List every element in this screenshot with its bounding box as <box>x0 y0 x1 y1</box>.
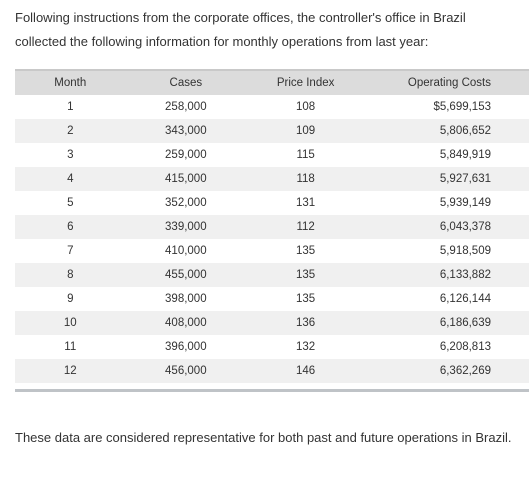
cell-price-index: 136 <box>246 311 366 335</box>
cell-cases: 410,000 <box>125 239 247 263</box>
table-top-border <box>15 69 529 71</box>
cell-cases: 259,000 <box>125 143 247 167</box>
cell-price-index: 131 <box>246 191 366 215</box>
cell-month: 8 <box>15 263 126 287</box>
cell-month: 12 <box>15 359 126 383</box>
operations-table: Month Cases Price Index Operating Costs … <box>15 71 529 393</box>
cell-price-index: 115 <box>246 143 366 167</box>
cell-price-index: 118 <box>246 167 366 191</box>
cell-month: 1 <box>15 95 126 119</box>
table-row: 1 258,000 108 $5,699,153 <box>15 95 529 119</box>
cell-cases: 455,000 <box>125 263 247 287</box>
cell-operating-costs: 5,939,149 <box>365 191 529 215</box>
cell-cases: 415,000 <box>125 167 247 191</box>
cell-operating-costs: 6,126,144 <box>365 287 529 311</box>
cell-operating-costs: $5,699,153 <box>365 95 529 119</box>
cell-month: 6 <box>15 215 126 239</box>
table-row: 6 339,000 112 6,043,378 <box>15 215 529 239</box>
cell-cases: 258,000 <box>125 95 247 119</box>
cell-price-index: 112 <box>246 215 366 239</box>
header-month: Month <box>15 71 126 95</box>
table-bottom-border <box>15 389 529 392</box>
cell-price-index: 108 <box>246 95 366 119</box>
cell-operating-costs: 6,133,882 <box>365 263 529 287</box>
table-row: 8 455,000 135 6,133,882 <box>15 263 529 287</box>
table-row: 4 415,000 118 5,927,631 <box>15 167 529 191</box>
header-price-index: Price Index <box>246 71 366 95</box>
cell-price-index: 135 <box>246 263 366 287</box>
cell-month: 11 <box>15 335 126 359</box>
table-row: 5 352,000 131 5,939,149 <box>15 191 529 215</box>
cell-month: 5 <box>15 191 126 215</box>
cell-operating-costs: 6,186,639 <box>365 311 529 335</box>
cell-cases: 456,000 <box>125 359 247 383</box>
table-row: 2 343,000 109 5,806,652 <box>15 119 529 143</box>
table-spacer-cell <box>15 383 529 393</box>
cell-month: 3 <box>15 143 126 167</box>
cell-price-index: 132 <box>246 335 366 359</box>
intro-paragraph: Following instructions from the corporat… <box>15 10 466 49</box>
header-cases: Cases <box>125 71 247 95</box>
cell-price-index: 135 <box>246 239 366 263</box>
cell-cases: 343,000 <box>125 119 247 143</box>
outro-paragraph: These data are considered representative… <box>15 430 512 445</box>
table-row: 3 259,000 115 5,849,919 <box>15 143 529 167</box>
cell-price-index: 146 <box>246 359 366 383</box>
cell-operating-costs: 5,927,631 <box>365 167 529 191</box>
cell-operating-costs: 5,806,652 <box>365 119 529 143</box>
cell-month: 4 <box>15 167 126 191</box>
cell-cases: 408,000 <box>125 311 247 335</box>
table-header-row: Month Cases Price Index Operating Costs <box>15 71 529 95</box>
table-spacer-row <box>15 383 529 393</box>
header-operating-costs: Operating Costs <box>365 71 529 95</box>
cell-cases: 352,000 <box>125 191 247 215</box>
table-row: 10 408,000 136 6,186,639 <box>15 311 529 335</box>
cell-month: 2 <box>15 119 126 143</box>
table-row: 9 398,000 135 6,126,144 <box>15 287 529 311</box>
cell-cases: 339,000 <box>125 215 247 239</box>
cell-operating-costs: 5,918,509 <box>365 239 529 263</box>
table-body: 1 258,000 108 $5,699,153 2 343,000 109 5,806,65… <box>15 95 529 393</box>
cell-month: 9 <box>15 287 126 311</box>
cell-month: 7 <box>15 239 126 263</box>
cell-price-index: 109 <box>246 119 366 143</box>
cell-operating-costs: 6,208,813 <box>365 335 529 359</box>
table-row: 12 456,000 146 6,362,269 <box>15 359 529 383</box>
cell-month: 10 <box>15 311 126 335</box>
cell-operating-costs: 6,043,378 <box>365 215 529 239</box>
table-row: 11 396,000 132 6,208,813 <box>15 335 529 359</box>
table-row: 7 410,000 135 5,918,509 <box>15 239 529 263</box>
cell-price-index: 135 <box>246 287 366 311</box>
cell-operating-costs: 6,362,269 <box>365 359 529 383</box>
cell-cases: 398,000 <box>125 287 247 311</box>
cell-cases: 396,000 <box>125 335 247 359</box>
cell-operating-costs: 5,849,919 <box>365 143 529 167</box>
